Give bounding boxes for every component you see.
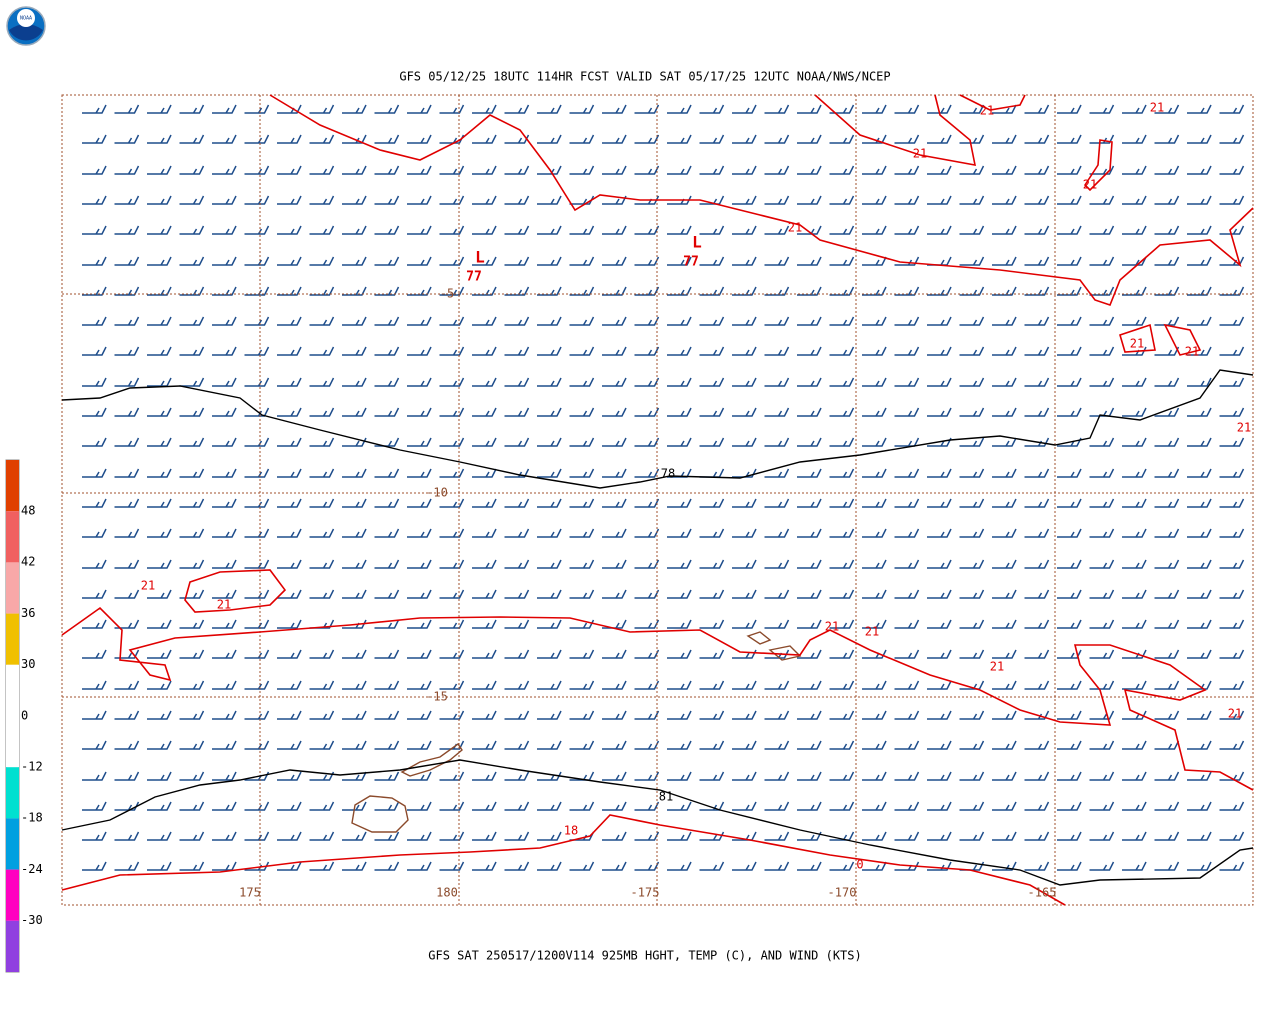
temperature-contours (61, 94, 1254, 906)
temp-label: 21 (141, 579, 155, 593)
lat-label: -5 (440, 287, 454, 301)
temp-label: 21 (788, 221, 802, 235)
lon-label: 180 (436, 886, 458, 900)
map-title: GFS 05/12/25 18UTC 114HR FCST VALID SAT … (399, 70, 890, 84)
temp-label: 18 (564, 824, 578, 838)
temp-label: 21 (990, 660, 1004, 674)
colorbar-label: -24 (21, 862, 43, 876)
colorbar-segment (6, 767, 19, 819)
temp-label: 21 (980, 104, 994, 118)
low-symbol: L (692, 233, 702, 252)
logo-text: NOAA (20, 16, 32, 22)
colorbar-segment (6, 869, 19, 921)
colorbar-segment (6, 920, 19, 972)
colorbar-label: -30 (21, 913, 43, 927)
temp-label: 0 (856, 858, 863, 872)
temp-label: 21 (825, 620, 839, 634)
wind-barbs (82, 104, 1245, 871)
colorbar-segment (6, 460, 19, 512)
grid (61, 94, 1254, 906)
colorbar-segment (6, 716, 19, 768)
colorbar-segment (6, 511, 19, 563)
colorbar-segment (6, 664, 19, 716)
low-symbol: L (475, 248, 485, 267)
colorbar-label: 30 (21, 657, 35, 671)
wind-barb (82, 104, 1245, 871)
lon-label: -175 (631, 886, 660, 900)
temp-label: 21 (1150, 101, 1164, 115)
map-footer: GFS SAT 250517/1200V114 925MB HGHT, TEMP… (428, 949, 861, 963)
lon-label: 175 (239, 886, 261, 900)
colorbar-label: -18 (21, 811, 43, 825)
temp-label: 21 (1185, 345, 1199, 359)
colorbar-segment (6, 613, 19, 665)
lat-label: -15 (426, 690, 448, 704)
temp-label: 21 (1083, 178, 1097, 192)
colorbar-segment (6, 562, 19, 614)
temp-label: 21 (865, 625, 879, 639)
lon-label: -170 (828, 886, 857, 900)
lat-label: -10 (426, 486, 448, 500)
colorbar-label: 48 (21, 504, 35, 518)
temp-label: 21 (1130, 337, 1144, 351)
colorbar-label: 0 (21, 708, 28, 722)
temp-label: 21 (1228, 707, 1242, 721)
colorbar-label: 42 (21, 555, 35, 569)
colorbar-label: -12 (21, 760, 43, 774)
height-label: 81 (659, 790, 673, 804)
low-value: 77 (683, 255, 699, 270)
height-contours (61, 369, 1254, 886)
temp-label: 21 (1237, 421, 1251, 435)
temp-label: 21 (217, 598, 231, 612)
lon-label: -165 (1028, 886, 1057, 900)
coastlines (351, 631, 802, 833)
logo: NOAA (6, 6, 46, 46)
low-value: 77 (466, 270, 482, 285)
colorbar-label: 36 (21, 606, 35, 620)
temp-label: 21 (913, 147, 927, 161)
height-label: 78 (661, 467, 675, 481)
colorbar-segment (6, 818, 19, 870)
